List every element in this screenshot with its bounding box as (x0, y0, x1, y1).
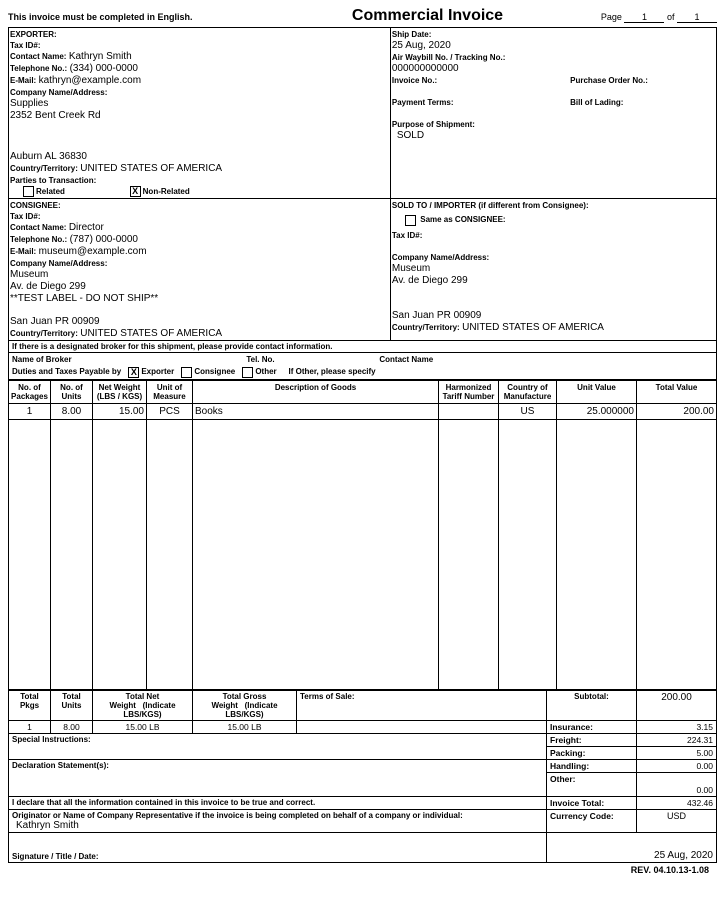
duties-exporter-checkbox[interactable]: X (128, 367, 139, 378)
soldto-box: SOLD TO / IMPORTER (if different from Co… (391, 199, 717, 341)
total-net: 15.00 LB (93, 720, 193, 733)
signature-date: 25 Aug, 2020 (547, 832, 717, 862)
goods-empty-area (9, 419, 717, 689)
ship-info-box: Ship Date: 25 Aug, 2020 Air Waybill No. … (391, 27, 717, 199)
other-label: Other: (547, 772, 637, 796)
signature-label: Signature / Title / Date: (9, 832, 547, 862)
related-checkbox[interactable] (23, 186, 34, 197)
exporter-city: Auburn AL 36830 (9, 151, 390, 162)
soldto-country: UNITED STATES OF AMERICA (462, 322, 604, 333)
exporter-email: kathryn@example.com (39, 75, 141, 86)
ship-date: 25 Aug, 2020 (391, 40, 716, 51)
header: This invoice must be completed in Englis… (8, 4, 717, 25)
declaration-statements: Declaration Statement(s): (9, 759, 547, 796)
col-weight: Net Weight (LBS / KGS) (93, 380, 147, 403)
same-consignee-checkbox[interactable] (405, 215, 416, 226)
col-desc: Description of Goods (193, 380, 439, 403)
col-total-value: Total Value (637, 380, 717, 403)
consignee-box: CONSIGNEE: Tax ID#: Contact Name: Direct… (8, 199, 391, 341)
exporter-tel: (334) 000-0000 (70, 63, 138, 74)
document-title: Commercial Invoice (278, 7, 577, 25)
exporter-heading: EXPORTER: (10, 30, 57, 39)
duties-consignee-checkbox[interactable] (181, 367, 192, 378)
packing-label: Packing: (547, 746, 637, 759)
ship-awb: 000000000000 (391, 63, 716, 74)
exporter-company: Supplies (9, 98, 390, 109)
exporter-addr: 2352 Bent Creek Rd (9, 110, 390, 121)
consignee-contact: Director (69, 222, 104, 233)
consignee-country: UNITED STATES OF AMERICA (80, 328, 222, 339)
originator-name: Kathryn Smith (12, 820, 543, 831)
exporter-contact: Kathryn Smith (69, 51, 132, 62)
freight-label: Freight: (547, 733, 637, 746)
soldto-addr: Av. de Diego 299 (391, 275, 716, 286)
exporter-box: EXPORTER: Tax ID#: Contact Name: Kathryn… (8, 27, 391, 199)
totals-table: Total Pkgs Total Units Total Net Weight … (8, 690, 717, 863)
other-value: 0.00 (637, 772, 717, 796)
handling-value: 0.00 (637, 759, 717, 772)
packing-value: 5.00 (637, 746, 717, 759)
exporter-country: UNITED STATES OF AMERICA (80, 163, 222, 174)
invoice-total-value: 432.46 (637, 796, 717, 809)
goods-row: 1 8.00 15.00 PCS Books US 25.000000 200.… (9, 403, 717, 419)
revision: REV. 04.10.13-1.08 (8, 863, 717, 877)
insurance-label: Insurance: (547, 720, 637, 733)
consignee-addr: Av. de Diego 299 (9, 281, 390, 292)
declare-statement: I declare that all the information conta… (9, 796, 547, 809)
consignee-tel: (787) 000-0000 (70, 234, 138, 245)
consignee-email: museum@example.com (39, 246, 147, 257)
col-units: No. of Units (51, 380, 93, 403)
goods-table: No. of Packages No. of Units Net Weight … (8, 380, 717, 690)
col-coo: Country of Manufacture (499, 380, 557, 403)
subtotal-label: Subtotal: (547, 690, 637, 720)
col-uom: Unit of Measure (147, 380, 193, 403)
special-instructions: Special Instructions: (9, 733, 547, 759)
total-pkgs: 1 (9, 720, 51, 733)
col-packages: No. of Packages (9, 380, 51, 403)
consignee-city: San Juan PR 00909 (9, 316, 390, 327)
nonrelated-checkbox[interactable]: X (130, 186, 141, 197)
consignee-company: Museum (9, 269, 390, 280)
english-notice: This invoice must be completed in Englis… (8, 4, 278, 22)
insurance-value: 3.15 (637, 720, 717, 733)
col-unit-value: Unit Value (557, 380, 637, 403)
duties-other-checkbox[interactable] (242, 367, 253, 378)
currency-label: Currency Code: (547, 809, 637, 832)
freight-value: 224.31 (637, 733, 717, 746)
soldto-company: Museum (391, 263, 716, 274)
consignee-heading: CONSIGNEE: (10, 201, 61, 210)
page-number: Page 1 of 1 (577, 12, 717, 23)
currency-value: USD (637, 809, 717, 832)
soldto-city: San Juan PR 00909 (391, 310, 716, 321)
invoice-total-label: Invoice Total: (547, 796, 637, 809)
soldto-heading: SOLD TO / IMPORTER (if different from Co… (392, 201, 589, 210)
broker-section: If there is a designated broker for this… (8, 341, 717, 379)
total-units: 8.00 (51, 720, 93, 733)
subtotal-value: 200.00 (637, 690, 717, 720)
handling-label: Handling: (547, 759, 637, 772)
total-gross: 15.00 LB (193, 720, 297, 733)
col-hts: Harmonized Tariff Number (439, 380, 499, 403)
ship-purpose: SOLD (391, 130, 716, 141)
originator-label: Originator or Name of Company Representa… (12, 811, 543, 820)
test-label: **TEST LABEL - DO NOT SHIP** (9, 293, 390, 304)
